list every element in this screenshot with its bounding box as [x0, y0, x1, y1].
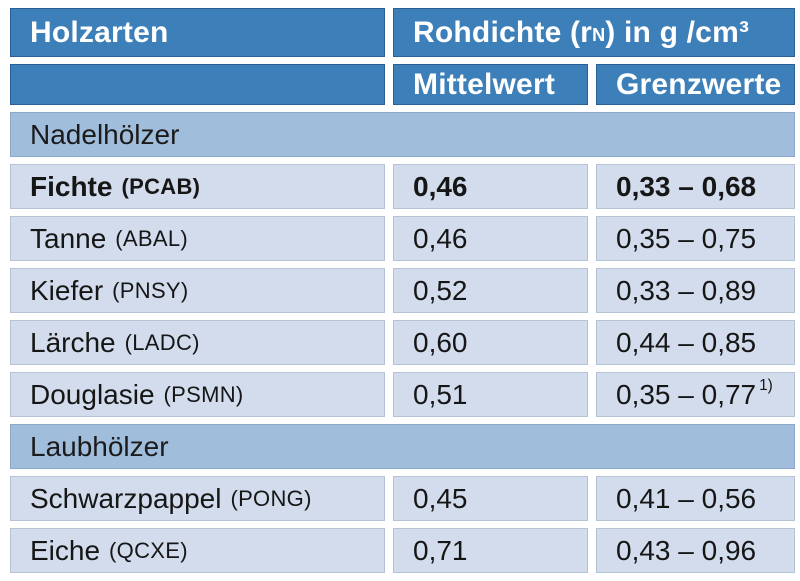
- species-code: (PNSY): [112, 277, 189, 303]
- species-name: Kiefer: [30, 274, 104, 306]
- range-cell-schwarzpappel: 0,41 – 0,56: [596, 476, 795, 521]
- header-rohdichte-prefix: Rohdichte (r: [413, 15, 593, 49]
- mean-cell-schwarzpappel: 0,45: [393, 476, 588, 521]
- species-name: Tanne: [30, 222, 107, 254]
- header-holzarten: Holzarten: [10, 8, 385, 57]
- range-cell-laerche: 0,44 – 0,85: [596, 320, 795, 365]
- species-cell-eiche: Eiche (QCXE): [10, 528, 385, 573]
- species-name: Eiche: [30, 534, 101, 566]
- range-cell-fichte: 0,33 – 0,68: [596, 164, 795, 209]
- mean-cell-eiche: 0,71: [393, 528, 588, 573]
- species-code: (PCAB): [121, 173, 201, 199]
- species-code: (ABAL): [115, 225, 189, 251]
- range-cell-tanne: 0,35 – 0,75: [596, 216, 795, 261]
- species-cell-fichte: Fichte (PCAB): [10, 164, 385, 209]
- mean-cell-laerche: 0,60: [393, 320, 588, 365]
- species-name: Douglasie: [30, 378, 155, 410]
- species-name: Schwarzpappel: [30, 482, 222, 514]
- range-value: 0,35 – 0,75: [616, 222, 757, 254]
- range-value: 0,43 – 0,96: [616, 534, 757, 566]
- species-code: (QCXE): [109, 537, 188, 563]
- section-row-laubhoelzer: Laubhölzer: [10, 424, 795, 469]
- species-cell-schwarzpappel: Schwarzpappel (PONG): [10, 476, 385, 521]
- range-value: 0,33 – 0,89: [616, 274, 757, 306]
- range-cell-eiche: 0,43 – 0,96: [596, 528, 795, 573]
- density-table: Holzarten Rohdichte (r N) in g /cm³ Mitte…: [10, 8, 795, 573]
- species-code: (LADC): [124, 329, 200, 355]
- species-cell-kiefer: Kiefer (PNSY): [10, 268, 385, 313]
- header-empty-cell: [10, 64, 385, 105]
- species-cell-douglasie: Douglasie (PSMN): [10, 372, 385, 417]
- header-rohdichte-suffix: ) in g /cm³: [605, 15, 750, 49]
- range-value: 0,35 – 0,77: [616, 378, 757, 410]
- header-mittelwert: Mittelwert: [393, 64, 588, 105]
- species-name: Lärche: [30, 326, 116, 358]
- mean-cell-kiefer: 0,52: [393, 268, 588, 313]
- mean-cell-tanne: 0,46: [393, 216, 588, 261]
- species-code: (PSMN): [163, 381, 244, 407]
- range-cell-kiefer: 0,33 – 0,89: [596, 268, 795, 313]
- species-code: (PONG): [230, 485, 312, 511]
- range-cell-douglasie: 0,35 – 0,77 1): [596, 372, 795, 417]
- mean-cell-douglasie: 0,51: [393, 372, 588, 417]
- species-cell-tanne: Tanne (ABAL): [10, 216, 385, 261]
- range-value: 0,33 – 0,68: [616, 170, 757, 202]
- range-value: 0,41 – 0,56: [616, 482, 757, 514]
- header-rohdichte: Rohdichte (r N) in g /cm³: [393, 8, 795, 57]
- section-row-nadelhoelzer: Nadelhölzer: [10, 112, 795, 157]
- mean-cell-fichte: 0,46: [393, 164, 588, 209]
- species-name: Fichte: [30, 170, 113, 202]
- header-grenzwerte: Grenzwerte: [596, 64, 795, 105]
- species-cell-laerche: Lärche (LADC): [10, 320, 385, 365]
- range-value: 0,44 – 0,85: [616, 326, 757, 358]
